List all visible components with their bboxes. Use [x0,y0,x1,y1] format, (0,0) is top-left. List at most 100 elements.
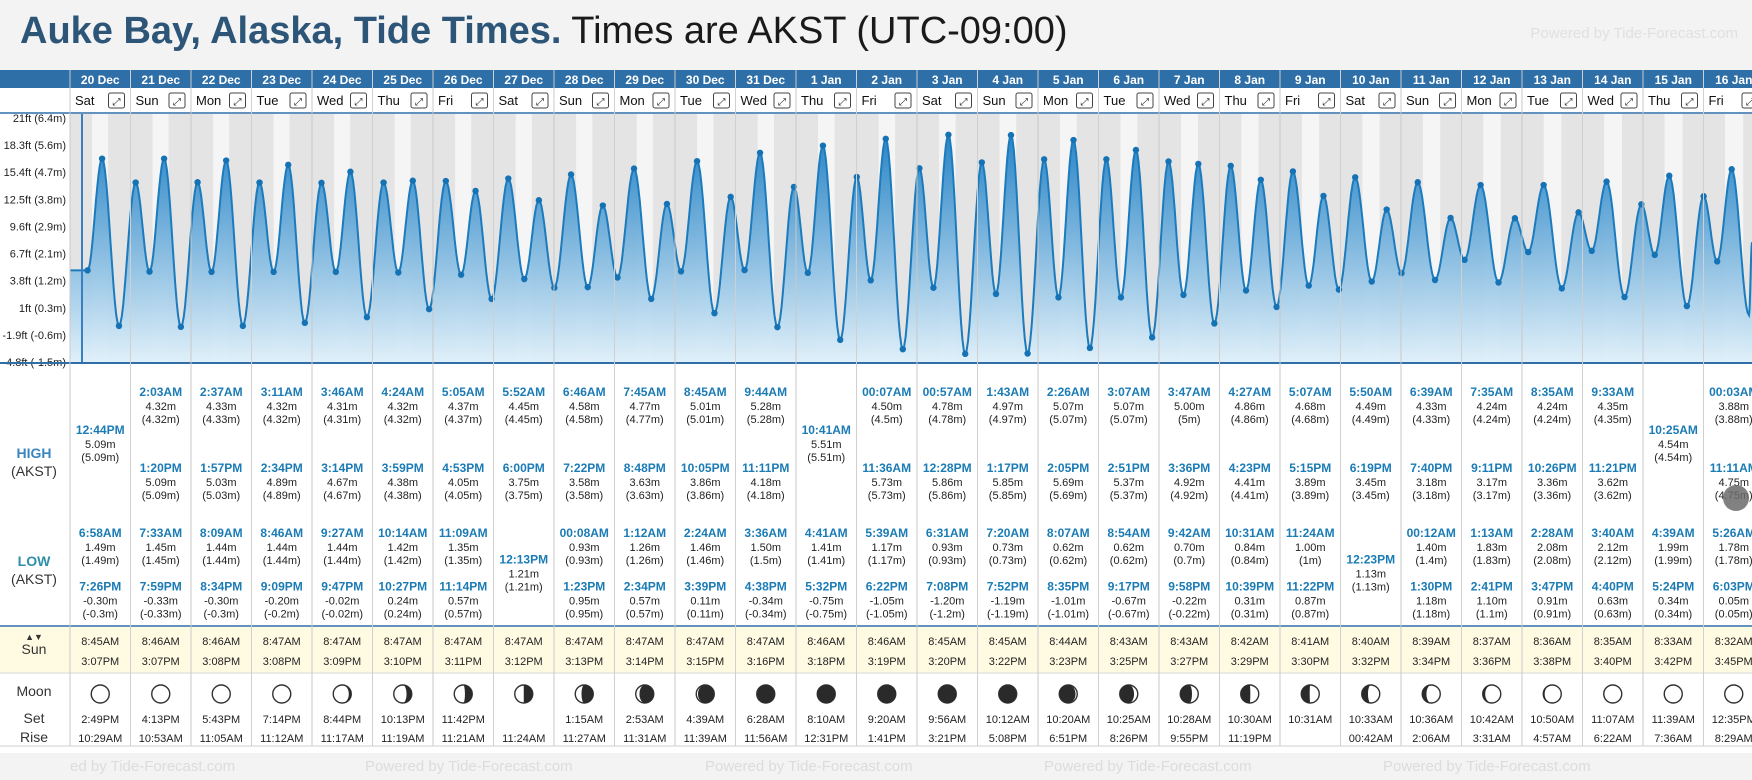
high-height-metric: (5.51m) [807,452,845,464]
high-tide-point [978,159,986,166]
day-date: 3 Jan [932,73,963,87]
low-height: 1.50m [750,542,781,554]
moonset-time: 10:25AM [1107,714,1151,726]
high-time: 3:14PM [321,461,363,475]
high-time: 1:43AM [986,385,1029,399]
low-height: 0.91m [1537,595,1568,607]
high-height: 5.86m [932,477,963,489]
high-tide-point [945,131,952,138]
expand-icon-glyph: ⤢ [173,97,181,108]
high-time: 6:00PM [503,461,545,475]
high-time: 3:47AM [1168,385,1211,399]
high-tide-point [1477,181,1484,189]
day-date: 29 Dec [625,73,664,87]
day-weekday: Sun [136,93,159,108]
sunset-time: 3:08PM [202,656,240,668]
powered-by-top: Powered by Tide-Forecast.com [1530,25,1738,42]
expand-icon-glyph: ⤢ [294,97,302,108]
moon-phase-shadow [1059,685,1076,703]
low-height-metric: (-1.05m) [866,608,908,620]
low-height-metric: (1.49m) [81,555,119,567]
low-height-metric: (-0.3m) [204,608,239,620]
day-date: 7 Jan [1174,73,1205,87]
high-tide-point [756,149,764,156]
sunrise-time: 8:46AM [868,636,906,648]
y-tick-label: 21ft (6.4m) [13,113,66,125]
day-weekday: Sun [559,93,582,108]
high-tide-point [347,168,354,175]
moonrise-time: 11:21AM [442,733,485,745]
moonset-time: 10:36AM [1409,714,1453,726]
expand-icon-glyph: ⤢ [1141,97,1149,108]
low-tide-point [1086,344,1094,352]
day-date: 23 Dec [262,73,301,87]
low-height: 1.18m [1416,595,1447,607]
low-height-metric: (1.5m) [750,555,782,567]
low-height: -1.19m [991,595,1025,607]
sunrise-time: 8:46AM [807,636,845,648]
high-height: 4.41m [1234,477,1265,489]
high-time: 7:35AM [1470,385,1513,399]
high-tide-point [1070,136,1077,144]
low-height: -0.22m [1172,595,1206,607]
moonset-time: 6:28AM [747,714,785,726]
expand-icon [1439,92,1456,109]
moon-phase-shadow [938,685,957,703]
low-height: 1.46m [690,542,721,554]
day-date: 9 Jan [1295,73,1326,87]
low-time: 8:35PM [1047,579,1089,593]
low-height-metric: (1.78m) [1715,555,1752,567]
day-date: 5 Jan [1053,73,1084,87]
expand-icon [592,92,609,109]
low-height-metric: (0.95m) [565,608,603,620]
low-time: 12:13PM [499,553,548,567]
high-height: 3.18m [1416,477,1447,489]
low-time: 11:24AM [1286,526,1335,540]
y-tick-label: -1.9ft (-0.6m) [2,330,66,342]
high-time: 4:24AM [381,385,424,399]
day-weekday: Wed [317,93,344,108]
high-height: 5.07m [1113,401,1144,413]
powered-by-footer-text: Powered by Tide-Forecast.com [705,758,913,775]
moon-phase-shadow [581,685,594,703]
low-height: 0.11m [690,595,720,607]
low-tide-point [1461,256,1468,264]
y-tick-label: 15.4ft (4.7m) [4,167,66,179]
low-height: -0.20m [265,595,299,607]
low-tide-point [84,267,91,274]
day-weekday: Sat [75,93,95,108]
low-height-metric: (1.46m) [686,555,724,567]
low-tide-point [177,323,185,331]
day-weekday: Mon [196,93,221,108]
high-time: 7:45AM [623,385,666,399]
low-height: 0.31m [1234,595,1265,607]
high-time: 6:19PM [1350,461,1392,475]
high-time: 6:46AM [563,385,606,399]
day-weekday: Thu [1648,93,1670,108]
low-time: 5:39AM [865,526,908,540]
day-date: 31 Dec [746,73,785,87]
low-time: 4:38PM [745,579,787,593]
low-height-metric: (1.41m) [807,555,845,567]
expand-icon [471,92,488,109]
expand-icon-glyph: ⤢ [536,97,544,108]
moonset-time: 12:35PM [1712,714,1752,726]
expand-icon-glyph: ⤢ [113,97,121,108]
high-height: 4.05m [448,477,479,489]
moon-label: Moon [16,683,51,699]
sunrise-time: 8:47AM [686,636,724,648]
powered-by-footer-text: Powered by Tide-Forecast.com [1044,758,1252,775]
low-height: 1.26m [629,542,660,554]
high-height-metric: (4.31m) [323,414,361,426]
sunrise-time: 8:39AM [1412,636,1450,648]
scroll-handle-icon[interactable] [1723,485,1749,511]
day-weekday: Tue [1527,93,1549,108]
moonset-time: 1:15AM [565,714,603,726]
high-height-metric: (5.09m) [142,490,180,502]
high-time: 9:11PM [1471,461,1512,475]
expand-icon [834,92,851,109]
high-tide-point [882,135,889,143]
moonset-time: 10:28AM [1167,714,1211,726]
expand-icon-glyph: ⤢ [1504,97,1512,108]
day-date: 16 Jan [1715,73,1752,87]
